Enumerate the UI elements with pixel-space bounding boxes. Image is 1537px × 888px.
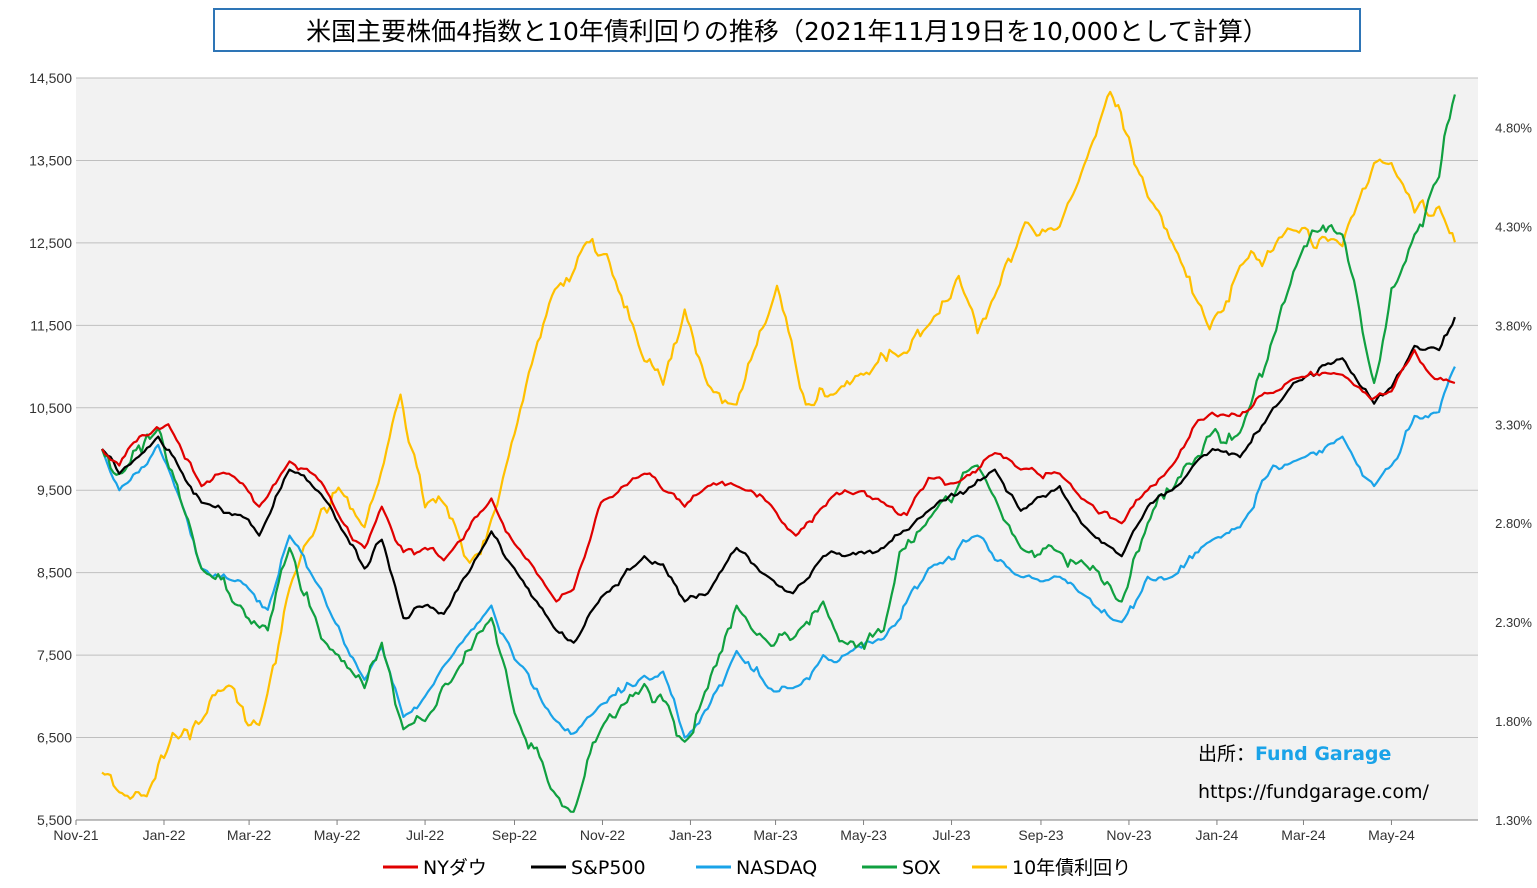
right-tick-label: 2.30% — [1495, 615, 1532, 630]
x-tick-label: Nov-21 — [53, 827, 98, 843]
right-axis-ticks: 4.80% 4.30% 3.80% 3.30% 2.80% 2.30% 1.80% 1.30% — [1495, 120, 1532, 828]
series-line — [100, 366, 1456, 739]
series-line — [101, 349, 1456, 603]
right-tick-label: 4.80% — [1495, 120, 1532, 135]
left-tick-label: 6,500 — [37, 730, 72, 746]
x-tick-label: Nov-22 — [580, 827, 625, 843]
chart-title: 米国主要株価4指数と10年債利回りの推移（2021年11月19日を10,000と… — [213, 8, 1361, 52]
left-tick-label: 13,500 — [29, 152, 72, 168]
right-tick-label: 3.80% — [1495, 318, 1532, 333]
plot-area-bg — [76, 78, 1478, 820]
series-line — [101, 90, 1456, 800]
x-tick-label: Mar-24 — [1281, 827, 1326, 843]
right-tick-label: 1.30% — [1495, 813, 1532, 828]
left-tick-label: 12,500 — [29, 235, 72, 251]
x-tick-label: Jan-23 — [669, 827, 712, 843]
x-tick-label: May-23 — [840, 827, 887, 843]
x-tick-label: Sep-23 — [1018, 827, 1063, 843]
source-name: Fund Garage — [1255, 743, 1391, 765]
series-line — [100, 94, 1456, 813]
x-tick-label: May-22 — [314, 827, 361, 843]
right-tick-label: 1.80% — [1495, 714, 1532, 729]
left-tick-label: 14,500 — [29, 70, 72, 86]
right-tick-label: 2.80% — [1495, 516, 1532, 531]
svg-text:出所：Fund Garage: 出所：Fund Garage — [1198, 743, 1391, 765]
source-label: 出所： — [1198, 743, 1255, 765]
x-tick-label: Jul-23 — [932, 827, 970, 843]
x-tick-label: Jan-24 — [1196, 827, 1239, 843]
legend-label: S&P500 — [571, 857, 646, 879]
x-axis-ticks: Nov-21 Jan-22 Mar-22 May-22 Jul-22 Sep-22 Nov-… — [53, 819, 1478, 843]
x-tick-label: Nov-23 — [1106, 827, 1151, 843]
source-url: https://fundgarage.com/ — [1198, 781, 1429, 803]
x-tick-label: Jul-22 — [406, 827, 444, 843]
left-tick-label: 5,500 — [37, 812, 72, 828]
x-tick-label: Mar-22 — [227, 827, 272, 843]
left-axis-ticks: 14,500 13,500 12,500 11,500 10,500 9,500 8,500… — [29, 70, 72, 828]
x-tick-label: Sep-22 — [492, 827, 537, 843]
left-tick-label: 10,500 — [29, 400, 72, 416]
legend-label: NYダウ — [423, 857, 487, 879]
left-tick-label: 7,500 — [37, 647, 72, 663]
series-lines — [100, 90, 1456, 813]
source-note: 出所：Fund Garage https://fundgarage.com/ — [1198, 743, 1429, 803]
x-tick-label: Mar-23 — [753, 827, 798, 843]
x-tick-label: May-24 — [1368, 827, 1415, 843]
legend-label: SOX — [902, 857, 941, 879]
series-line — [101, 316, 1456, 644]
left-tick-label: 8,500 — [37, 565, 72, 581]
left-tick-label: 11,500 — [30, 317, 72, 333]
x-tick-label: Jan-22 — [143, 827, 186, 843]
legend: NYダウ S&P500 NASDAQ SOX 10年債利回り — [383, 857, 1131, 879]
left-tick-label: 9,500 — [37, 482, 72, 498]
right-tick-label: 4.30% — [1495, 219, 1532, 234]
legend-label: NASDAQ — [736, 857, 817, 879]
legend-label: 10年債利回り — [1012, 857, 1131, 879]
right-tick-label: 3.30% — [1495, 417, 1532, 432]
